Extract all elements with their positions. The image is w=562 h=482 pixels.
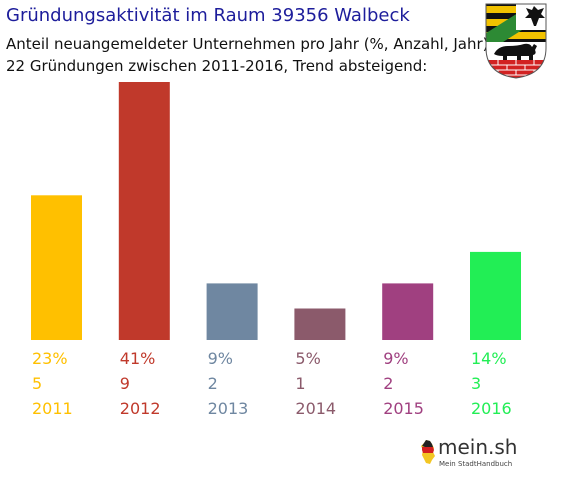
bar-2014 (294, 308, 346, 340)
chart-title: Gründungsaktivität im Raum 39356 Walbeck (6, 5, 410, 26)
count-label-2012: 9 (120, 374, 130, 393)
value-label-2012: 41% (120, 349, 156, 368)
bar-2011 (31, 195, 82, 340)
category-label-2012: 2012 (120, 399, 161, 418)
category-label-2013: 2013 (208, 399, 249, 418)
saxony-anhalt-coat-of-arms-icon (485, 3, 547, 79)
bar-2015 (382, 283, 434, 340)
chart-subtitle-line-2: 22 Gründungen zwischen 2011-2016, Trend … (6, 57, 428, 75)
logo-subtext: Mein StadtHandbuch (439, 460, 513, 468)
bar-2016 (470, 251, 521, 340)
category-label-2011: 2011 (32, 399, 73, 418)
value-label-2016: 14% (471, 349, 507, 368)
chart-subtitle-line-1: Anteil neuangemeldeter Unternehmen pro J… (6, 35, 489, 53)
value-label-2013: 9% (208, 349, 233, 368)
germany-map-icon (421, 440, 435, 464)
count-label-2016: 3 (471, 374, 481, 393)
category-label-2016: 2016 (471, 399, 512, 418)
bar-2013 (206, 283, 258, 340)
mein-sh-logo: mein.sh Mein StadtHandbuch (418, 433, 538, 477)
value-label-2015: 9% (383, 349, 408, 368)
category-label-2014: 2014 (295, 399, 336, 418)
bar-2012 (118, 82, 170, 340)
count-label-2014: 1 (295, 374, 305, 393)
value-label-2011: 23% (32, 349, 68, 368)
count-label-2011: 5 (32, 374, 42, 393)
count-label-2015: 2 (383, 374, 393, 393)
logo-text: mein.sh (438, 435, 518, 459)
count-label-2013: 2 (208, 374, 218, 393)
value-label-2014: 5% (295, 349, 320, 368)
category-label-2015: 2015 (383, 399, 424, 418)
